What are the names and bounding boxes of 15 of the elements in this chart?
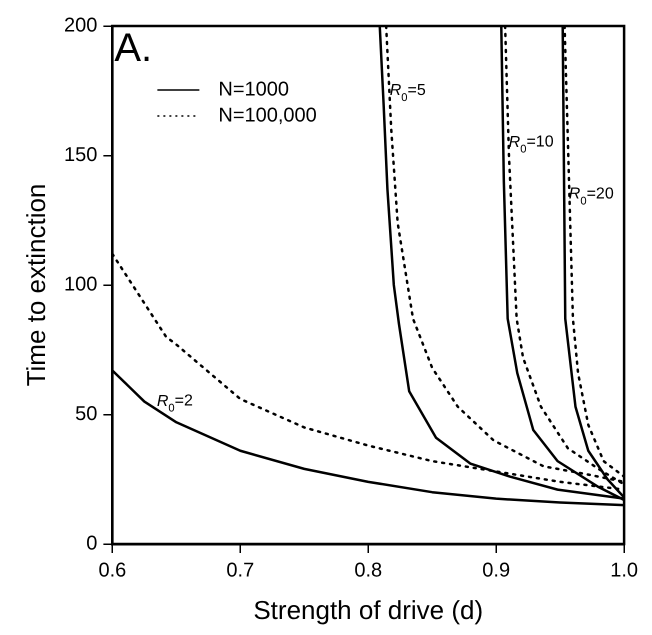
annotation: A. [114,26,152,70]
legend-label: N=1000 [218,78,289,101]
y-tick-label: 0 [86,532,98,555]
x-tick-label: 1.0 [610,560,638,582]
legend-label: N=100,000 [218,104,317,127]
y-tick-label: 50 [75,403,98,426]
y-axis-title: Time to extinction [21,184,52,386]
x-tick-label: 0.7 [226,560,254,582]
x-tick-label: 0.8 [354,560,382,582]
x-axis-title: Strength of drive (d) [253,595,484,626]
y-tick-label: 150 [64,144,98,166]
x-tick-label: 0.6 [98,560,126,582]
y-tick-label: 200 [64,14,98,37]
y-tick-label: 100 [64,274,98,296]
x-tick-label: 0.9 [482,560,510,582]
